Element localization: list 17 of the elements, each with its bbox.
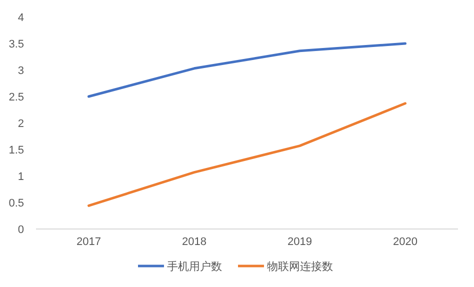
y-tick-label: 3 (18, 65, 24, 77)
x-tick-label: 2019 (288, 236, 312, 248)
x-tick-label: 2017 (76, 236, 101, 248)
line-series (88, 102, 406, 207)
y-tick-label: 0 (18, 224, 24, 236)
line-series (88, 42, 406, 98)
y-tick-label: 1 (18, 171, 24, 183)
y-tick-label: 2.5 (8, 92, 24, 104)
x-tick-label: 2018 (182, 236, 206, 248)
legend-label: 手机用户数 (167, 260, 222, 273)
legend-label: 物联网连接数 (267, 260, 333, 273)
y-tick-label: 0.5 (8, 198, 24, 210)
x-tick-label: 2020 (393, 236, 418, 248)
y-tick-label: 1.5 (8, 144, 24, 156)
y-tick-label: 3.5 (8, 38, 24, 50)
y-tick-label: 2 (18, 118, 24, 130)
y-tick-label: 4 (18, 12, 24, 24)
